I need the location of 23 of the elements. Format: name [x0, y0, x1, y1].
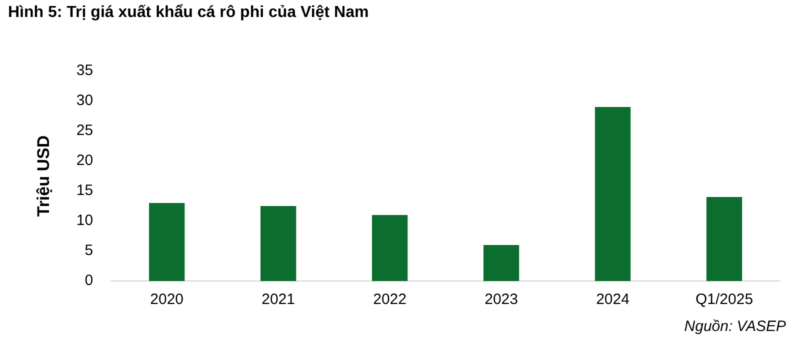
- bar: [260, 206, 296, 281]
- bar: [594, 107, 631, 281]
- text: Nguồn: VASEP: [684, 318, 786, 335]
- bar: [483, 245, 520, 281]
- y-tick-label: 20: [76, 152, 94, 170]
- y-tick-label: 0: [84, 272, 94, 290]
- bar: [706, 197, 742, 281]
- y-tick-label: 35: [76, 62, 94, 80]
- x-tick-label: 2024: [596, 291, 630, 308]
- y-tick-label: 10: [76, 212, 94, 230]
- x-tick-label: 2023: [484, 291, 518, 308]
- bar: [148, 203, 185, 281]
- x-tick-label: 2022: [373, 291, 406, 308]
- chart-title: Hình 5: Trị giá xuất khẩu cá rô phi của Việt Nam: [8, 4, 369, 22]
- bar: [372, 215, 408, 281]
- x-tick-label: 2021: [262, 291, 295, 308]
- x-tick-label: 2020: [150, 291, 184, 308]
- y-axis-title: Triệu USD: [34, 135, 53, 217]
- y-tick-label: 15: [76, 182, 94, 200]
- y-tick-label: 5: [84, 242, 94, 260]
- y-tick-label: 25: [76, 122, 94, 140]
- x-tick-label: Q1/2025: [695, 291, 754, 308]
- y-tick-label: 30: [76, 92, 94, 110]
